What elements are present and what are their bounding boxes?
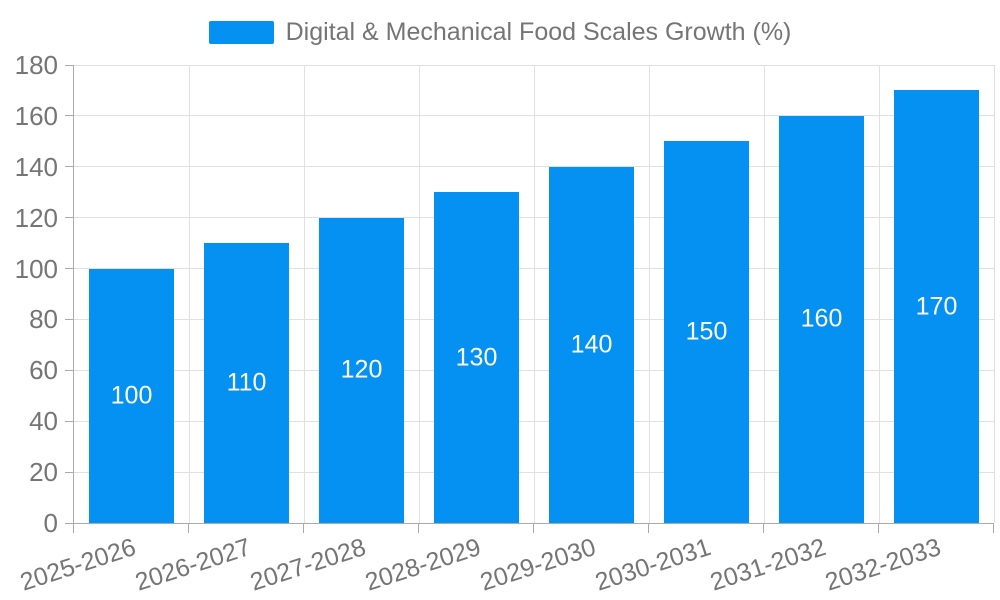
bar: 100 xyxy=(89,268,174,523)
y-axis-tick xyxy=(65,64,73,66)
y-axis-tick xyxy=(65,471,73,473)
y-axis-tick xyxy=(65,166,73,168)
y-axis-label: 0 xyxy=(43,508,58,538)
x-axis-label: 2029-2030 xyxy=(476,533,600,597)
x-axis-label: 2028-2029 xyxy=(361,533,485,597)
legend[interactable]: Digital & Mechanical Food Scales Growth … xyxy=(0,18,1000,47)
x-axis-label: 2025-2026 xyxy=(16,533,140,597)
x-axis-tick xyxy=(72,523,74,533)
bar-value-label: 150 xyxy=(685,317,728,346)
bar: 130 xyxy=(434,192,519,523)
grid-line-v xyxy=(648,65,650,523)
y-axis-tick xyxy=(65,318,73,320)
y-axis-label: 120 xyxy=(14,202,58,233)
y-axis-label: 20 xyxy=(29,457,58,488)
bar-value-label: 110 xyxy=(226,368,267,397)
bar-value-label: 130 xyxy=(455,343,498,372)
x-axis-label: 2030-2031 xyxy=(591,533,715,597)
grid-line-h xyxy=(74,64,994,66)
x-axis-tick xyxy=(647,523,649,533)
y-axis-label: 160 xyxy=(14,100,58,131)
y-axis-label: 60 xyxy=(29,355,58,386)
bar-value-label: 140 xyxy=(570,330,613,359)
y-axis-label: 100 xyxy=(14,253,58,284)
x-axis-tick xyxy=(302,523,304,533)
legend-label: Digital & Mechanical Food Scales Growth … xyxy=(285,18,792,46)
bar-value-label: 160 xyxy=(800,304,843,333)
y-axis-tick xyxy=(65,217,73,219)
x-axis-tick xyxy=(417,523,419,533)
bar-value-label: 120 xyxy=(340,355,383,384)
x-axis-tick xyxy=(762,523,764,533)
y-axis-label: 140 xyxy=(14,151,58,182)
bar: 150 xyxy=(664,141,749,523)
bar-value-label: 100 xyxy=(110,381,153,410)
grid-line-v xyxy=(878,65,880,523)
y-axis-label: 80 xyxy=(29,304,58,335)
y-axis-tick xyxy=(65,268,73,270)
y-axis-tick xyxy=(65,369,73,371)
x-axis-label: 2032-2033 xyxy=(821,533,945,597)
x-axis-label: 2031-2032 xyxy=(706,533,830,597)
grid-line-v xyxy=(993,65,995,523)
bar: 140 xyxy=(549,166,634,523)
grid-line-v xyxy=(763,65,765,523)
grid-line-v xyxy=(188,65,190,523)
y-axis-tick xyxy=(65,420,73,422)
x-axis-tick xyxy=(992,523,994,533)
grid-line-v xyxy=(533,65,535,523)
bar: 170 xyxy=(894,90,979,523)
x-axis-tick xyxy=(532,523,534,533)
grid-line-v xyxy=(418,65,420,523)
bar: 110 xyxy=(204,243,289,523)
bar-value-label: 170 xyxy=(915,292,958,321)
y-axis-tick xyxy=(65,522,73,524)
bar: 160 xyxy=(779,115,864,523)
grid-line-v xyxy=(303,65,305,523)
x-axis-label: 2026-2027 xyxy=(131,533,255,597)
x-axis-label: 2027-2028 xyxy=(246,533,370,597)
x-axis-tick xyxy=(877,523,879,533)
y-axis-label: 180 xyxy=(14,50,58,80)
x-axis-tick xyxy=(187,523,189,533)
plot-area: 100 110 120 130 140 150 160 170 xyxy=(73,64,995,524)
legend-swatch xyxy=(208,21,274,44)
y-axis-label: 40 xyxy=(29,406,58,437)
y-axis-tick xyxy=(65,115,73,117)
bar: 120 xyxy=(319,217,404,523)
